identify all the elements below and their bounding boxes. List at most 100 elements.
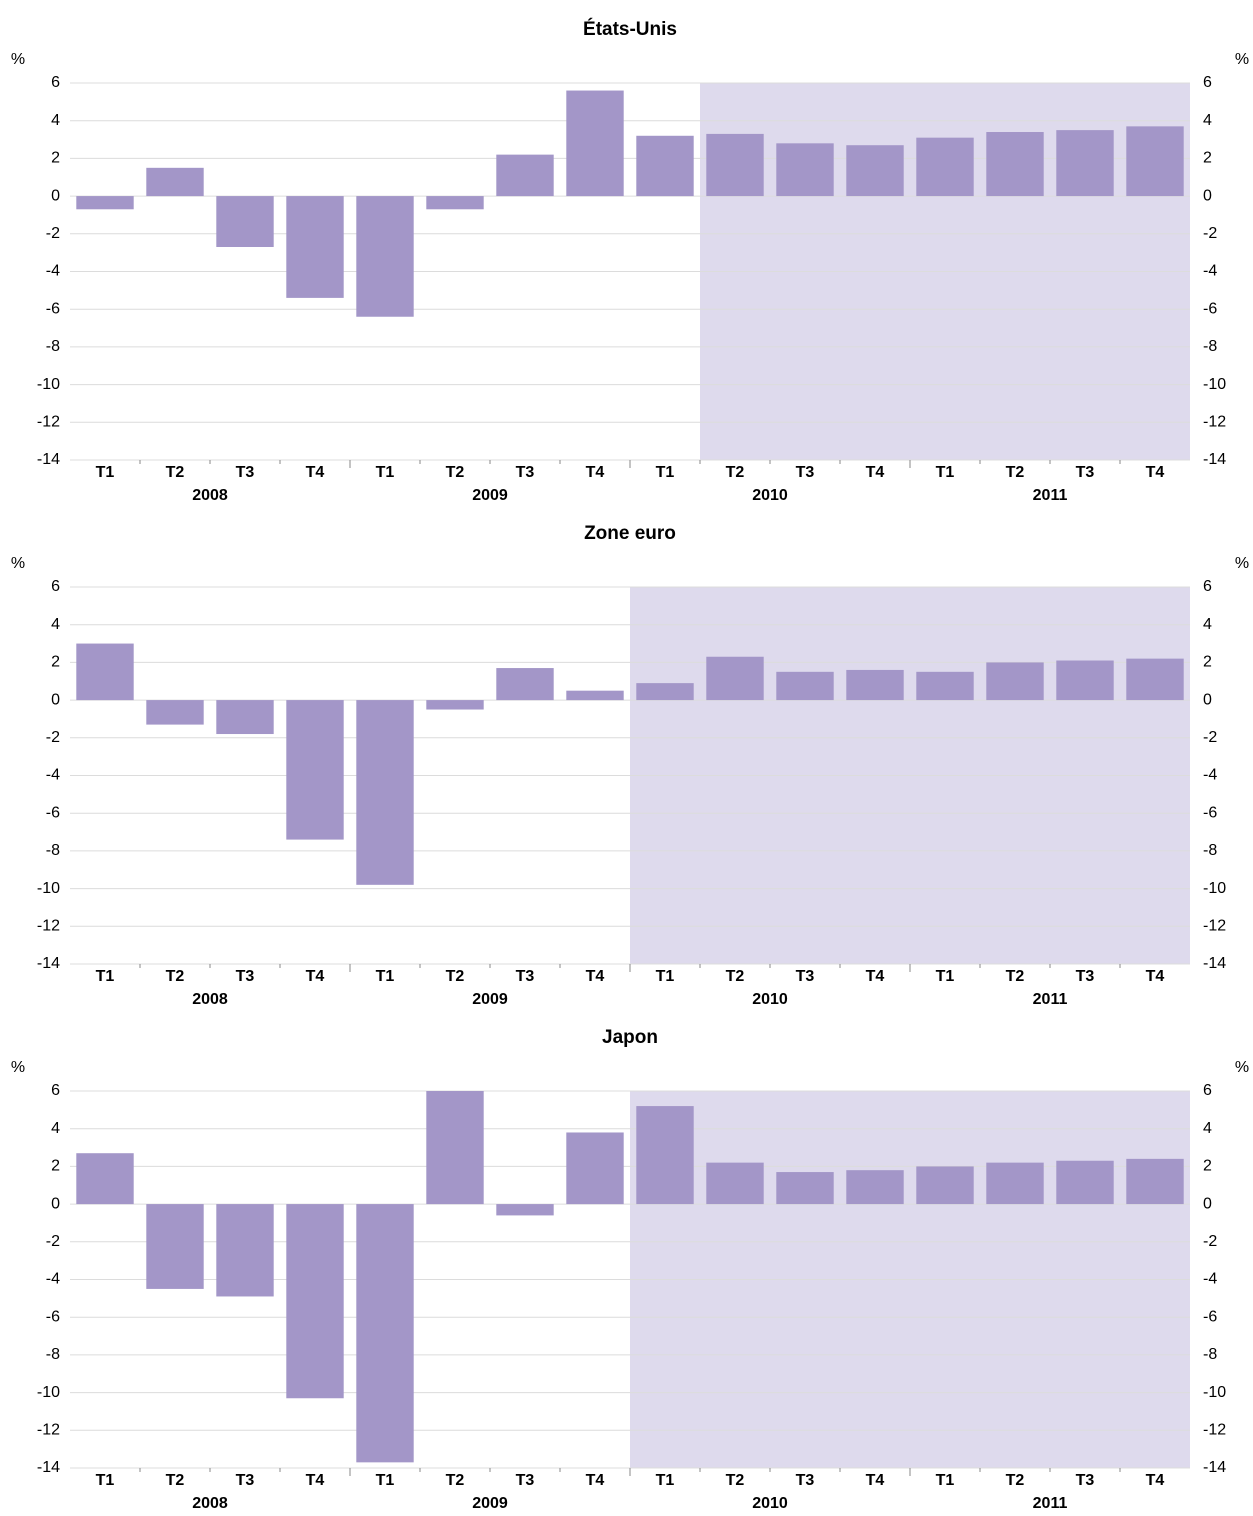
y2-tick-label: -4 [1203,263,1217,280]
y-tick-label: -10 [37,880,60,897]
bar [426,700,484,710]
x-tick-label: T4 [1146,464,1165,481]
x-tick-label: T4 [1146,968,1165,985]
y2-tick-label: -2 [1203,225,1217,242]
x-tick-label: T2 [446,968,465,985]
x-tick-label: T4 [866,1472,885,1489]
bar [636,135,694,197]
y-tick-label: -4 [46,263,60,280]
x-tick-label: T3 [1076,464,1095,481]
year-label: 2009 [472,991,508,1008]
x-tick-label: T2 [726,464,745,481]
y2-tick-label: -8 [1203,842,1217,859]
x-tick-label: T3 [236,1472,255,1489]
y-tick-label: -10 [37,376,60,393]
x-tick-label: T4 [586,464,605,481]
y-tick-label: -10 [37,1384,60,1401]
x-tick-label: T4 [306,1472,325,1489]
x-tick-label: T3 [516,968,535,985]
x-tick-label: T2 [166,1472,185,1489]
y-tick-label: -12 [37,1422,60,1439]
y-tick-label: -2 [46,729,60,746]
y2-tick-label: -10 [1203,880,1226,897]
bar [846,1170,904,1205]
bar [846,669,904,701]
bar [846,145,904,197]
y2-tick-label: 0 [1203,691,1212,708]
chart-title: Zone euro [584,523,676,544]
y2-tick-label: 0 [1203,1195,1212,1212]
y2-tick-label: -14 [1203,1459,1226,1476]
bar [146,167,204,197]
x-tick-label: T1 [96,464,115,481]
bar [566,90,624,197]
y-tick-label: -4 [46,767,60,784]
x-tick-label: T3 [796,1472,815,1489]
y-tick-label: 0 [51,187,60,204]
x-tick-label: T1 [936,968,955,985]
y-tick-label: -2 [46,1233,60,1250]
bar [986,1162,1044,1205]
y2-tick-label: 4 [1203,616,1212,633]
bar [706,656,764,701]
y-tick-label: 2 [51,654,60,671]
y2-tick-label: -10 [1203,1384,1226,1401]
year-label: 2008 [192,991,228,1008]
bar [76,1153,134,1205]
y-tick-label: 6 [51,1082,60,1099]
x-tick-label: T2 [446,464,465,481]
y-tick-label: -4 [46,1271,60,1288]
y-tick-label: 6 [51,74,60,91]
x-tick-label: T3 [1076,1472,1095,1489]
y-tick-label: 4 [51,112,60,129]
x-tick-label: T1 [376,1472,395,1489]
x-tick-label: T3 [1076,968,1095,985]
y2-tick-label: 4 [1203,112,1212,129]
y2-tick-label: -4 [1203,767,1217,784]
x-tick-label: T1 [936,1472,955,1489]
bar [916,137,974,197]
bar [426,1091,484,1205]
x-tick-label: T1 [656,464,675,481]
y-tick-label: 6 [51,578,60,595]
y-tick-label: 4 [51,616,60,633]
y-tick-label: -2 [46,225,60,242]
bar [286,700,344,840]
bar [1056,660,1114,701]
x-tick-label: T4 [1146,1472,1165,1489]
bar [776,1172,834,1205]
y-tick-label: 0 [51,691,60,708]
y2-tick-label: 2 [1203,1158,1212,1175]
x-tick-label: T2 [1006,464,1025,481]
y2-tick-label: -8 [1203,1346,1217,1363]
y-tick-label: -6 [46,1308,60,1325]
y2-tick-label: -2 [1203,729,1217,746]
y-tick-label: 4 [51,1120,60,1137]
x-tick-label: T2 [1006,968,1025,985]
y2-tick-label: -4 [1203,1271,1217,1288]
y-tick-label: -14 [37,955,60,972]
unit-label-right: % [1235,51,1249,68]
bar [636,683,694,701]
y-tick-label: -6 [46,300,60,317]
unit-label-left: % [11,1059,25,1076]
x-tick-label: T1 [96,968,115,985]
y2-tick-label: -6 [1203,804,1217,821]
unit-label-left: % [11,51,25,68]
x-tick-label: T1 [936,464,955,481]
bar [216,196,274,247]
bar [1126,658,1184,701]
x-tick-label: T2 [166,968,185,985]
bar [286,196,344,298]
y2-tick-label: -14 [1203,955,1226,972]
x-tick-label: T1 [656,968,675,985]
year-label: 2010 [752,487,788,504]
bar [356,700,414,885]
y2-tick-label: -12 [1203,1422,1226,1439]
y2-tick-label: 2 [1203,150,1212,167]
year-label: 2010 [752,1495,788,1512]
y2-tick-label: 6 [1203,578,1212,595]
x-tick-label: T3 [516,1472,535,1489]
y-tick-label: -14 [37,1459,60,1476]
bar [1126,126,1184,197]
